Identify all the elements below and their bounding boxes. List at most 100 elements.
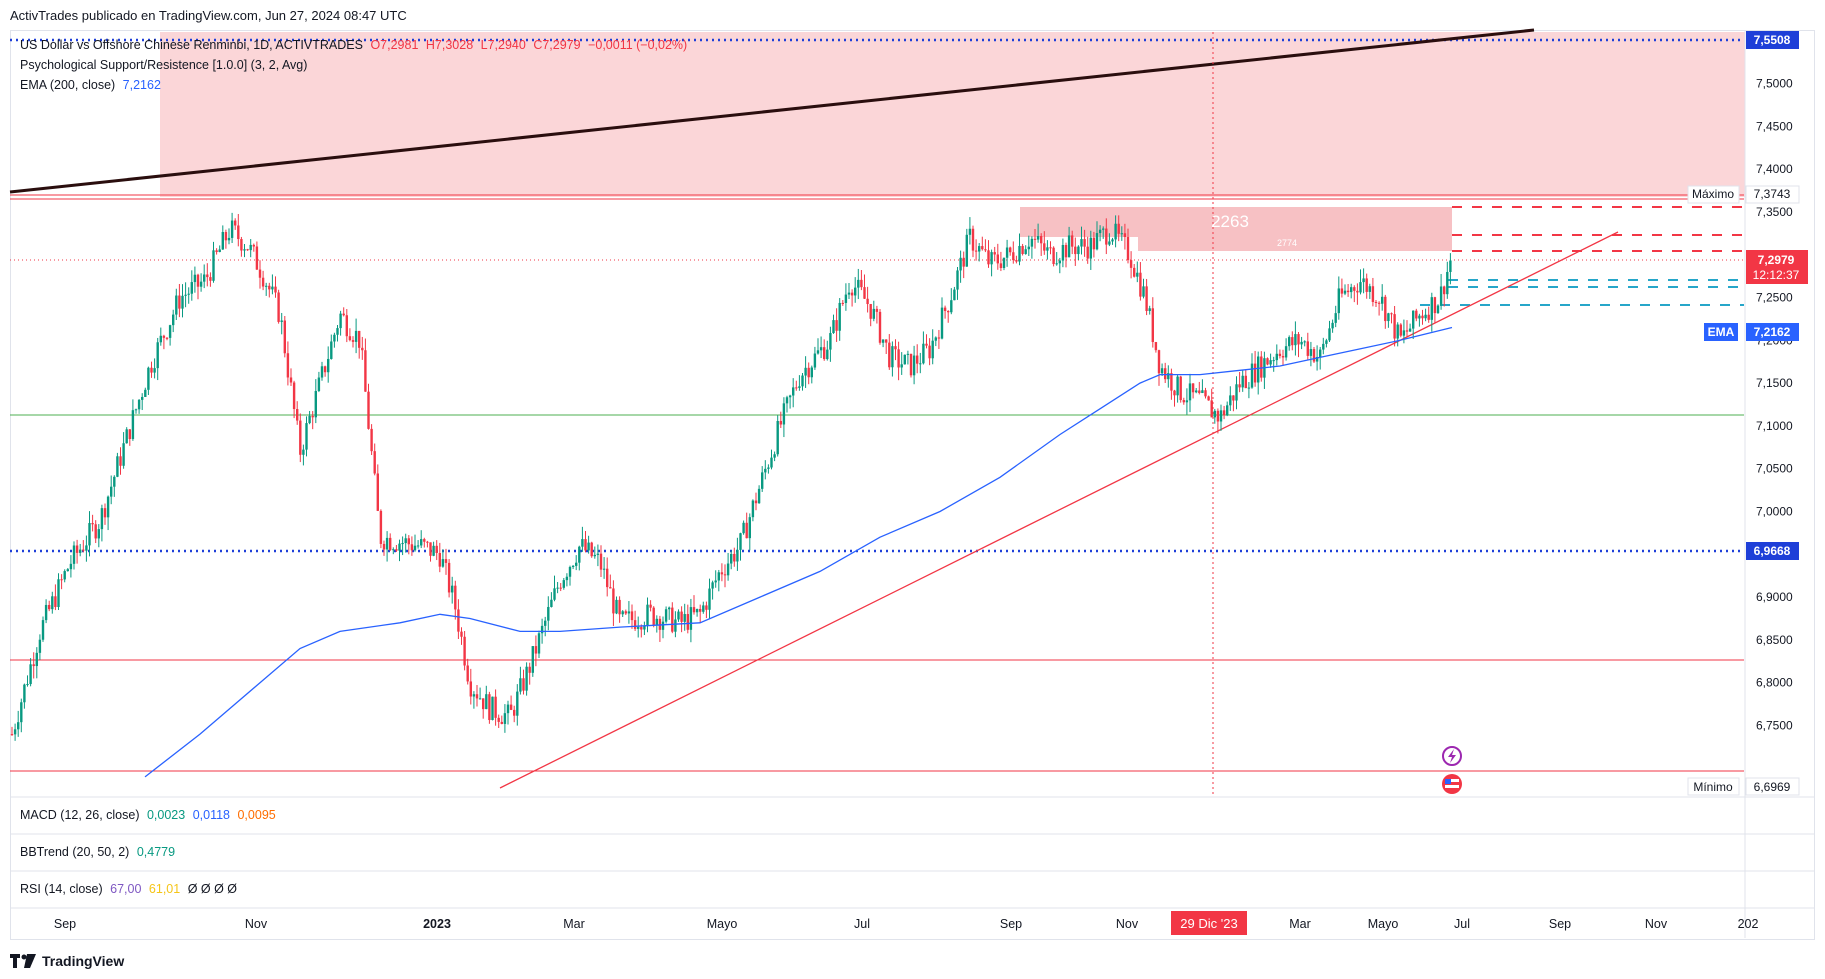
zone-2774 (1138, 235, 1452, 251)
candle-body (345, 315, 348, 337)
candle-body (627, 611, 631, 614)
candle-body (1176, 376, 1179, 396)
candle-body (29, 664, 32, 685)
candle-body (872, 308, 875, 319)
svg-text:29 Dic '23: 29 Dic '23 (1180, 916, 1237, 931)
candle-body (925, 343, 928, 346)
candle-body (1213, 410, 1216, 418)
us-flag-event-icon[interactable] (1442, 774, 1462, 794)
candle-body (1390, 313, 1393, 315)
candle-body (110, 486, 113, 497)
candle-body (1433, 297, 1437, 314)
time-axis-label: Sep (54, 917, 76, 931)
candle-body (1250, 363, 1254, 388)
candle-body (829, 333, 832, 350)
candle-body (457, 609, 460, 632)
price-tick-label: 7,4000 (1756, 162, 1793, 176)
time-axis[interactable]: Sep Nov 2023 Mar Mayo Jul Sep Nov Mar Mayo Jul Sep N… (54, 917, 1759, 931)
svg-text:7,3743: 7,3743 (1754, 187, 1791, 201)
bbtrend-label[interactable]: BBTrend (20, 50, 2) (20, 845, 130, 859)
candle-body (1027, 246, 1030, 250)
candle-body (1374, 301, 1378, 303)
candle-body (736, 549, 739, 562)
candle-body (1210, 400, 1213, 418)
candle-body (1105, 228, 1108, 245)
candle-body (937, 337, 941, 339)
candle-body (1015, 260, 1018, 262)
candle-body (525, 666, 528, 691)
candle-body (69, 563, 73, 570)
tradingview-logo[interactable]: TradingView (10, 953, 124, 969)
candle-body (444, 559, 448, 563)
candle-body (1427, 314, 1430, 320)
candle-body (770, 457, 773, 468)
candle-body (364, 350, 367, 392)
candle-body (212, 250, 215, 281)
candle-body (916, 355, 919, 364)
candle-body (311, 415, 314, 418)
candle-body (1346, 290, 1350, 293)
candle-body (748, 517, 751, 539)
candle-body (420, 539, 423, 546)
candle-body (134, 409, 138, 411)
candle-body (1229, 395, 1232, 406)
candle-body (637, 627, 640, 629)
candle-body (85, 545, 88, 551)
ema-legend[interactable]: EMA (200, close) 7,2162 (20, 78, 165, 92)
candle-body (909, 353, 913, 376)
candle-body (38, 639, 42, 653)
candle-body (224, 232, 228, 241)
candle-body (296, 408, 299, 421)
candle-body (1337, 288, 1340, 314)
candle-body (1430, 297, 1433, 320)
candle-body (1284, 346, 1288, 358)
candle-body (1415, 310, 1418, 319)
psr-indicator-label[interactable]: Psychological Support/Resistence [1.0.0]… (20, 58, 308, 72)
candle-body (1114, 223, 1117, 240)
symbol-name[interactable]: US Dollar vs Offshore Chinese Renminbi, … (20, 38, 363, 52)
candle-body (1154, 342, 1158, 351)
candle-body (48, 604, 51, 610)
candle-body (35, 652, 38, 667)
candle-body (1334, 313, 1337, 323)
candle-body (813, 353, 817, 368)
candle-body (426, 541, 429, 543)
candle-body (376, 473, 379, 511)
candle-body (606, 568, 609, 588)
candle-body (891, 346, 894, 368)
ema-indicator-label[interactable]: EMA (200, close) (20, 78, 116, 92)
bbtrend-legend[interactable]: BBTrend (20, 50, 2) 0,4779 (20, 845, 179, 859)
psr-legend[interactable]: Psychological Support/Resistence [1.0.0]… (20, 58, 311, 72)
candle-body (733, 553, 736, 562)
candle-body (308, 415, 311, 424)
candle-body (413, 545, 417, 551)
candle-body (172, 314, 175, 326)
rsi-legend[interactable]: RSI (14, close) 67,00 61,01 Ø Ø Ø Ø (20, 882, 241, 896)
time-axis-label: Nov (1116, 917, 1139, 931)
candle-body (854, 287, 857, 296)
candle-body (1222, 410, 1226, 416)
svg-text:6,9668: 6,9668 (1754, 544, 1791, 558)
symbol-legend[interactable]: US Dollar vs Offshore Chinese Renminbi, … (20, 38, 691, 52)
candle-body (1402, 330, 1406, 336)
flash-event-icon[interactable] (1442, 746, 1462, 766)
rsi-label[interactable]: RSI (14, close) (20, 882, 103, 896)
ohlc-low: L7,2940 (480, 38, 526, 52)
candle-body (767, 467, 770, 469)
macd-legend[interactable]: MACD (12, 26, close) 0,0023 0,0118 0,009… (20, 808, 280, 822)
price-tick-label: 6,8000 (1756, 676, 1793, 690)
candle-body (1443, 286, 1446, 295)
candle-body (903, 354, 906, 365)
price-axis[interactable] (1745, 31, 1814, 797)
candle-body (1325, 340, 1328, 344)
candle-body (810, 367, 813, 378)
candle-body (320, 366, 324, 378)
candle-body (478, 698, 482, 700)
candle-body (1018, 245, 1021, 262)
candle-body (999, 263, 1003, 269)
macd-label[interactable]: MACD (12, 26, close) (20, 808, 140, 822)
candle-body (832, 320, 835, 334)
candle-body (751, 500, 755, 518)
candle-body (705, 605, 708, 610)
